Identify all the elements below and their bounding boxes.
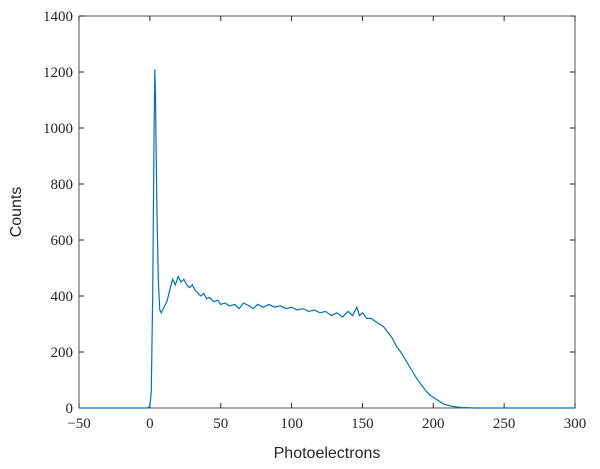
y-tick-label: 600 (51, 233, 74, 249)
x-tick-label: 300 (564, 416, 587, 432)
y-tick-label: 400 (51, 289, 74, 305)
x-tick-label: 200 (422, 416, 445, 432)
y-tick-label: 800 (51, 177, 74, 193)
x-tick-label: 100 (280, 416, 303, 432)
x-tick-label: 50 (213, 416, 228, 432)
y-tick-label: 1400 (43, 9, 73, 25)
plot-area (78, 15, 576, 409)
y-tick-label: 200 (51, 345, 74, 361)
x-tick-label: 0 (146, 416, 154, 432)
x-tick-label: 150 (351, 416, 374, 432)
x-axis-label: Photoelectrons (274, 445, 381, 462)
y-tick-label: 1200 (43, 65, 73, 81)
x-tick-label: 250 (493, 416, 516, 432)
y-tick-label: 0 (66, 401, 74, 417)
x-tick-label: −50 (67, 416, 90, 432)
y-tick-label: 1000 (43, 121, 73, 137)
data-line (79, 69, 575, 409)
y-axis-label: Counts (8, 187, 25, 238)
